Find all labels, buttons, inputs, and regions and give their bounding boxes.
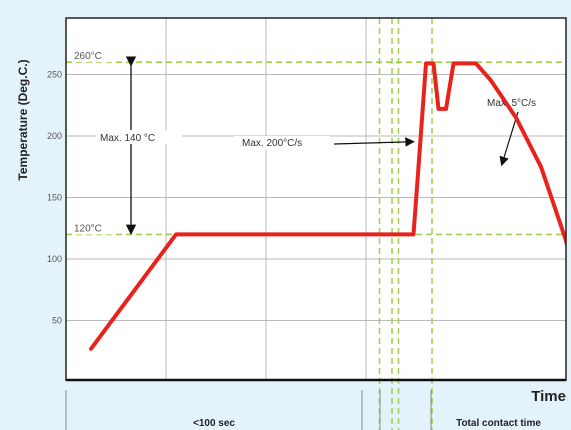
y-tick-label: 200	[47, 131, 62, 141]
y-tick-label: 50	[52, 316, 62, 326]
annotation-max-5: Max. 5°C/s	[487, 98, 536, 109]
y-ticks: 50 100 150 200 250	[47, 70, 62, 326]
reference-label-bg	[72, 50, 114, 63]
segment-label: Total contact time	[456, 418, 541, 429]
reference-label-bg	[72, 222, 114, 235]
series-line	[89, 61, 566, 351]
annotation-bg	[96, 130, 182, 144]
reference-label: 260°C	[74, 51, 102, 62]
annotation-bg	[234, 136, 330, 150]
y-axis-label: Temperature (Deg.C.)	[16, 59, 30, 180]
series-layer	[89, 61, 566, 351]
annotation-bg	[482, 96, 554, 110]
phase-guides	[378, 18, 433, 430]
plot-area	[66, 18, 566, 380]
annotation-pointer	[333, 137, 415, 147]
time-segments: <100 sec Total contact time	[65, 390, 541, 430]
y-tick-label: 250	[47, 70, 62, 80]
annotation-max-140: Max. 140 °C	[100, 133, 155, 144]
y-tick-label: 100	[47, 254, 62, 264]
y-tick-label: 150	[47, 193, 62, 203]
x-axis-label: Time	[531, 388, 566, 405]
annotation-max-200: Max. 200°C/s	[242, 138, 302, 149]
axes	[65, 17, 567, 382]
reference-label: 120°C	[74, 223, 102, 234]
annotations: Max. 140 °C Max. 200°C/s Max. 5°C/s	[96, 56, 554, 235]
segment-label: <100 sec	[193, 418, 235, 429]
